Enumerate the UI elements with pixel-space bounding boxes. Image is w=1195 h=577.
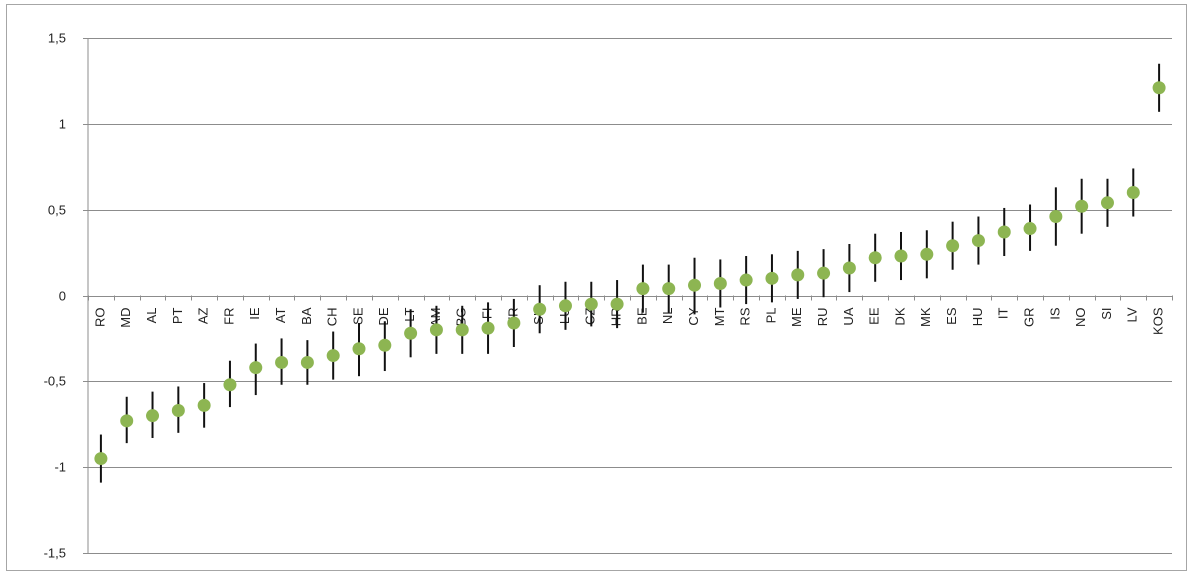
category-label: IE [247, 307, 262, 320]
category-label: LT [402, 307, 417, 321]
gridlines [88, 38, 1172, 554]
category-label: RS [738, 307, 753, 325]
category-label: CZ [583, 307, 598, 324]
data-point [94, 452, 108, 466]
category-label: BA [299, 307, 314, 325]
data-point [352, 342, 366, 356]
data-point [404, 326, 418, 340]
data-points [94, 81, 1166, 466]
category-label: HU [970, 308, 985, 327]
data-point [1152, 81, 1166, 95]
data-point [171, 404, 185, 418]
data-point [146, 409, 160, 423]
category-labels: RO MD AL PT AZ FR IE AT BA CH SE DE LT AM BG FI TR SK LU CZ… [92, 307, 1165, 335]
data-point [894, 249, 908, 263]
y-tick-label: 0 [59, 289, 66, 304]
data-point [946, 239, 960, 253]
category-label: MK [918, 307, 933, 327]
category-label: MT [712, 307, 727, 326]
y-tick-label: 1,5 [48, 31, 66, 46]
data-point [791, 268, 805, 282]
category-label: GR [1021, 308, 1036, 328]
data-point [558, 299, 572, 313]
data-point [1126, 186, 1140, 199]
y-axis: 1,5 1 0,5 0 -0,5 -1 -1,5 [44, 31, 1173, 561]
data-point [971, 234, 985, 248]
category-label: ES [944, 307, 959, 325]
data-point [1023, 222, 1037, 236]
data-point [326, 349, 340, 363]
y-tick-label: -1 [54, 460, 66, 475]
data-point [817, 266, 831, 280]
category-label: SE [350, 307, 365, 325]
data-point [1049, 210, 1063, 224]
data-point [275, 355, 289, 369]
category-label: SI [1099, 308, 1114, 320]
data-point [481, 321, 495, 335]
data-point [378, 338, 392, 352]
data-point [739, 273, 753, 287]
category-label: LV [1125, 307, 1140, 322]
y-tick-label: 1 [59, 117, 66, 132]
category-label: KOS [1151, 307, 1166, 335]
data-point [842, 261, 856, 275]
category-label: NO [1073, 308, 1088, 328]
data-point [1100, 196, 1114, 210]
category-label: AT [273, 307, 288, 323]
data-point [300, 355, 314, 369]
data-point [197, 398, 211, 412]
category-label: DE [376, 307, 391, 325]
category-label: FI [479, 308, 494, 320]
data-point [429, 323, 443, 337]
category-label: DK [892, 307, 907, 325]
data-point [713, 276, 727, 290]
data-point [636, 282, 650, 296]
data-point [688, 278, 702, 292]
error-bars [99, 63, 1161, 483]
data-point [455, 323, 469, 337]
category-label: AZ [196, 307, 211, 324]
category-label: EE [867, 307, 882, 325]
data-point [584, 297, 598, 311]
data-point [507, 316, 521, 330]
category-label: ME [789, 307, 804, 327]
category-label: CY [686, 307, 701, 325]
y-tick-label: 0,5 [48, 203, 66, 218]
data-point [610, 297, 624, 311]
category-label: PT [170, 307, 185, 324]
category-label: UA [841, 307, 856, 325]
category-label: NL [660, 308, 675, 325]
data-point [765, 271, 779, 285]
category-label: BE [634, 307, 649, 325]
category-label: AM [428, 308, 443, 328]
category-label: PL [763, 308, 778, 324]
y-tick-label: -1,5 [44, 546, 66, 561]
data-point [1075, 199, 1089, 213]
data-point [223, 378, 237, 392]
category-label: IS [1047, 307, 1062, 320]
data-point [868, 251, 882, 265]
category-label: BG [454, 308, 469, 327]
y-tick-label: -0,5 [44, 374, 66, 389]
data-point [920, 247, 934, 261]
category-label: RU [815, 308, 830, 327]
data-point [997, 225, 1011, 239]
chart-frame [6, 4, 1187, 571]
data-point [533, 302, 547, 316]
category-label: RO [92, 308, 107, 328]
data-point [249, 361, 263, 375]
category-label: AL [144, 308, 159, 324]
category-label: HR [609, 308, 624, 327]
data-point [120, 414, 134, 428]
category-label: IT [996, 307, 1011, 319]
category-label: CH [325, 308, 340, 327]
category-label: FR [221, 308, 236, 325]
data-point [662, 282, 676, 296]
category-label: MD [118, 308, 133, 328]
